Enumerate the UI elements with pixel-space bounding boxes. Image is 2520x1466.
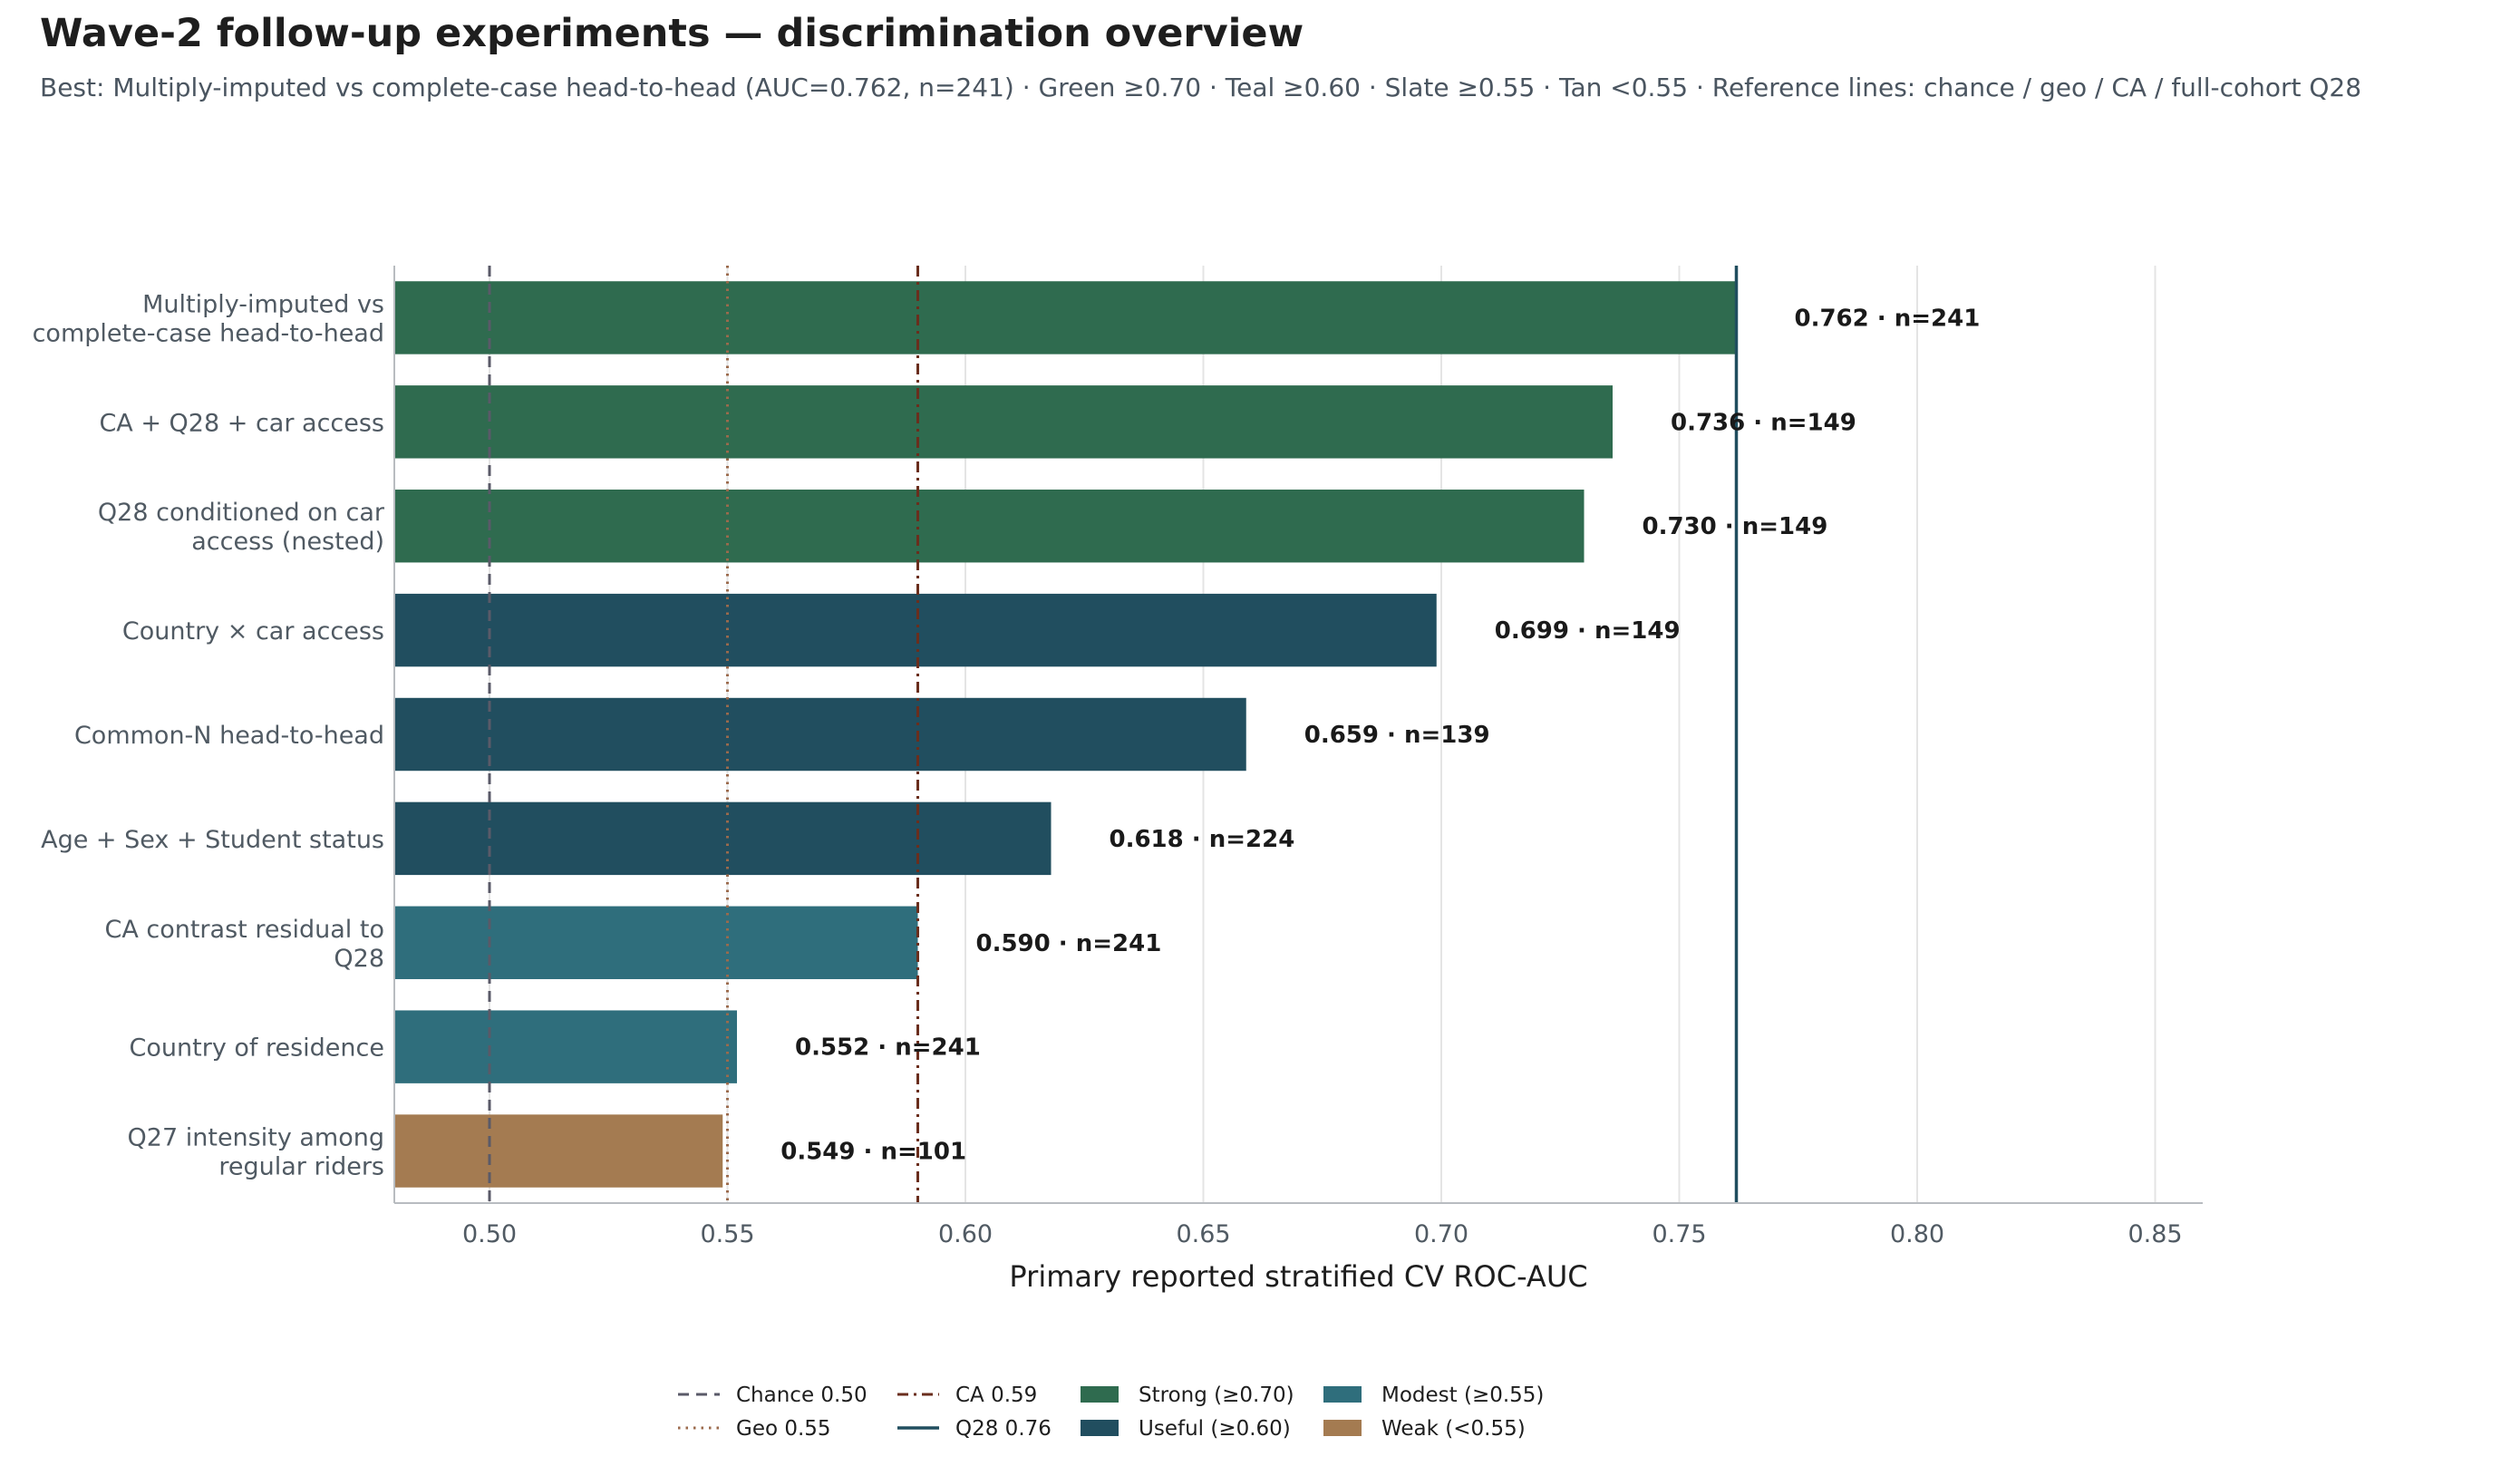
data-label: 0.590 · n=241: [976, 930, 1162, 957]
legend-item: Modest (≥0.55): [1323, 1383, 1544, 1407]
legend-label: Q28 0.76: [955, 1417, 1052, 1441]
category-label: Country of residence: [130, 1034, 384, 1063]
legend-label: Strong (≥0.70): [1139, 1383, 1294, 1407]
legend-label: Useful (≥0.60): [1139, 1417, 1291, 1441]
data-label: 0.762 · n=241: [1795, 305, 1981, 332]
bars: [394, 281, 1737, 1188]
legend-patch-swatch: [1081, 1386, 1119, 1403]
legend-label: Modest (≥0.55): [1381, 1383, 1544, 1407]
data-label: 0.552 · n=241: [795, 1034, 981, 1062]
bar-7: [394, 906, 918, 979]
legend-patch-swatch: [1081, 1420, 1119, 1436]
legend-label: Chance 0.50: [736, 1383, 867, 1407]
chart-title: Wave-2 follow-up experiments — discrimin…: [40, 11, 1304, 56]
category-label: Age + Sex + Student status: [41, 826, 384, 854]
bar-4: [394, 593, 1437, 667]
bar-2: [394, 385, 1613, 459]
category-label: Country × car access: [122, 617, 384, 646]
legend-item: Weak (<0.55): [1323, 1417, 1526, 1441]
legend-label: CA 0.59: [955, 1383, 1037, 1407]
legend: Chance 0.50 Geo 0.55 CA 0.59 Q28 0.76 Strong…: [678, 1383, 1544, 1441]
data-label: 0.730 · n=149: [1643, 513, 1828, 540]
reference-lines: [488, 266, 1739, 1203]
legend-patch-swatch: [1323, 1420, 1362, 1436]
bar-3: [394, 490, 1585, 563]
legend-patch-swatch: [1323, 1386, 1362, 1403]
legend-item: Geo 0.55: [678, 1417, 831, 1441]
legend-item: Useful (≥0.60): [1081, 1417, 1291, 1441]
data-label: 0.618 · n=224: [1110, 826, 1295, 853]
category-label: Multiply-imputed vs complete-case head-to…: [33, 290, 384, 347]
x-tick-label: 0.85: [2127, 1220, 2182, 1248]
bar-1: [394, 281, 1737, 354]
x-tick-label: 0.55: [700, 1220, 754, 1248]
bar-9: [394, 1114, 723, 1188]
legend-label: Geo 0.55: [736, 1417, 831, 1441]
bar-6: [394, 801, 1052, 876]
data-label: 0.736 · n=149: [1671, 409, 1856, 436]
x-tick-label: 0.60: [938, 1220, 993, 1248]
legend-item: Strong (≥0.70): [1081, 1383, 1294, 1407]
chart-subtitle: Best: Multiply-imputed vs complete-case …: [40, 73, 2362, 102]
legend-item: Q28 0.76: [897, 1417, 1052, 1441]
legend-label: Weak (<0.55): [1381, 1417, 1526, 1441]
category-label: Q27 intensity among regular riders: [128, 1124, 384, 1181]
x-axis-label: Primary reported stratified CV ROC-AUC: [1009, 1259, 1587, 1294]
data-label: 0.699 · n=149: [1495, 617, 1681, 645]
category-label: Q28 conditioned on car access (nested): [98, 499, 385, 556]
x-tick-label: 0.50: [462, 1220, 517, 1248]
category-label: Common-N head-to-head: [74, 722, 384, 750]
labels: 0.50 0.55 0.60 0.65 0.70 0.75 0.80 0.85 Primary …: [33, 290, 2183, 1294]
data-label: 0.549 · n=101: [780, 1139, 966, 1166]
category-label: CA contrast residual to Q28: [104, 916, 384, 973]
x-tick-label: 0.70: [1414, 1220, 1468, 1248]
legend-item: Chance 0.50: [678, 1383, 867, 1407]
bar-5: [394, 697, 1246, 772]
data-label: 0.659 · n=139: [1304, 722, 1490, 749]
x-tick-label: 0.75: [1652, 1220, 1706, 1248]
bar-8: [394, 1010, 737, 1083]
axes: [393, 266, 2203, 1204]
category-label: CA + Q28 + car access: [99, 409, 384, 437]
x-tick-label: 0.80: [1890, 1220, 1944, 1248]
legend-item: CA 0.59: [897, 1383, 1037, 1407]
x-tick-label: 0.65: [1176, 1220, 1230, 1248]
